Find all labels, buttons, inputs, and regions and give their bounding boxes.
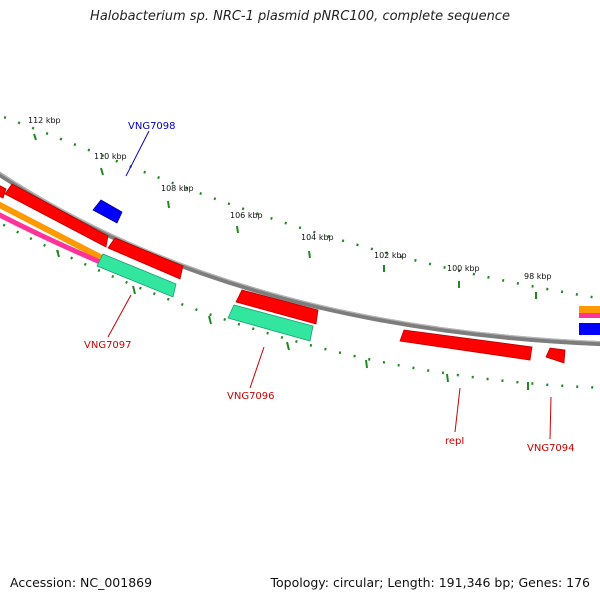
gene-label-repi: repI xyxy=(445,436,464,447)
forward-gene-edge xyxy=(579,323,600,335)
scale-label-108kbp: 108 kbp xyxy=(161,184,194,193)
gene-arrow-red-2 xyxy=(107,237,184,280)
gene-leader-lines xyxy=(107,130,552,440)
inner-major-tick-1 xyxy=(132,285,136,295)
accession-text: Accession: NC_001869 xyxy=(10,575,153,590)
map-title: Halobacterium sp. NRC-1 plasmid pNRC100,… xyxy=(90,9,510,24)
pink-feature-track xyxy=(0,212,101,265)
plasmid-backbone-highlight xyxy=(0,171,600,343)
gene-arrow-red-3 xyxy=(235,289,319,325)
outer-tick-ring xyxy=(0,114,600,300)
scale-label-112kbp: 112 kbp xyxy=(28,116,61,125)
scale-label-102kbp: 102 kbp xyxy=(374,251,407,260)
outer-major-ticks xyxy=(33,133,537,299)
leader-vng7097 xyxy=(107,294,132,338)
gene-arrow-red-1 xyxy=(4,183,109,248)
gene-arrow-vng7098 xyxy=(92,199,123,224)
outer-major-tick-1 xyxy=(100,167,104,176)
outer-minor-ticks xyxy=(0,114,600,300)
leader-vng7098 xyxy=(125,130,150,177)
gene-label-vng7096: VNG7096 xyxy=(227,391,275,402)
leader-vng7096 xyxy=(249,346,265,389)
genome-summary-text: Topology: circular; Length: 191,346 bp; … xyxy=(270,575,591,590)
outer-major-tick-0 xyxy=(33,133,37,141)
gene-label-vng7097: VNG7097 xyxy=(84,340,132,351)
gene-arrow-repi xyxy=(399,329,533,361)
outer-major-tick-3 xyxy=(236,225,239,234)
gene-arrow-left-edge xyxy=(0,185,7,199)
scale-label-104kbp: 104 kbp xyxy=(301,233,334,242)
leader-vng7094 xyxy=(549,396,552,440)
scale-label-100kbp: 100 kbp xyxy=(447,264,480,273)
inner-tick-ring xyxy=(0,221,600,390)
orange-feature-edge xyxy=(579,306,600,313)
gene-arrow-vng7094 xyxy=(545,347,566,364)
inner-major-ticks xyxy=(56,249,529,390)
gene-label-vng7094: VNG7094 xyxy=(527,443,575,454)
scale-label-110kbp: 110 kbp xyxy=(94,152,127,161)
scale-label-98kbp: 98 kbp xyxy=(524,272,552,281)
gene-labels: VNG7098 VNG7097 VNG7096 repI VNG7094 xyxy=(84,121,575,454)
gene-label-vng7098: VNG7098 xyxy=(128,121,176,132)
inner-major-tick-2 xyxy=(208,315,212,325)
outer-major-tick-2 xyxy=(167,200,170,209)
rna-feature-1 xyxy=(96,253,177,298)
scale-labels: 112 kbp 110 kbp 108 kbp 106 kbp 104 kbp … xyxy=(28,116,552,281)
outer-major-tick-4 xyxy=(308,250,311,259)
rna-feature-2 xyxy=(227,304,314,342)
orange-feature-track xyxy=(0,201,104,261)
scale-label-106kbp: 106 kbp xyxy=(230,211,263,220)
inner-major-tick-3 xyxy=(286,341,290,351)
inner-major-tick-4 xyxy=(365,359,368,369)
inner-major-tick-5 xyxy=(446,373,449,383)
inner-major-tick-0 xyxy=(56,249,60,258)
pink-feature-edge xyxy=(579,313,600,318)
leader-repi xyxy=(454,387,461,433)
